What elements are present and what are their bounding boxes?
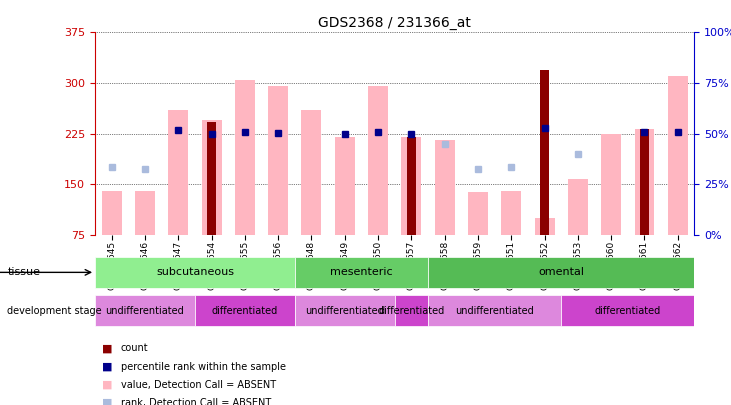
FancyBboxPatch shape <box>195 295 295 326</box>
Text: differentiated: differentiated <box>378 306 444 316</box>
Bar <box>368 86 388 235</box>
Bar <box>102 191 121 235</box>
Text: omental: omental <box>538 267 584 277</box>
Bar <box>301 110 322 235</box>
Title: GDS2368 / 231366_at: GDS2368 / 231366_at <box>318 16 471 30</box>
FancyBboxPatch shape <box>428 295 561 326</box>
FancyBboxPatch shape <box>428 257 694 288</box>
Bar <box>407 137 415 235</box>
Bar <box>534 218 555 235</box>
Text: development stage: development stage <box>7 306 102 316</box>
Text: count: count <box>121 343 148 353</box>
FancyBboxPatch shape <box>95 257 295 288</box>
FancyBboxPatch shape <box>395 295 428 326</box>
FancyBboxPatch shape <box>295 257 428 288</box>
Text: tissue: tissue <box>7 267 40 277</box>
Bar <box>335 137 355 235</box>
Bar <box>501 191 521 235</box>
Bar <box>668 76 688 235</box>
Bar <box>135 191 155 235</box>
Text: ■: ■ <box>102 398 113 405</box>
Text: value, Detection Call = ABSENT: value, Detection Call = ABSENT <box>121 380 276 390</box>
Bar <box>208 122 216 235</box>
Text: percentile rank within the sample: percentile rank within the sample <box>121 362 286 371</box>
Text: mesenteric: mesenteric <box>330 267 393 277</box>
Bar <box>540 70 549 235</box>
Bar <box>235 80 255 235</box>
FancyBboxPatch shape <box>295 295 395 326</box>
Bar <box>640 129 648 235</box>
Bar <box>468 192 488 235</box>
Text: rank, Detection Call = ABSENT: rank, Detection Call = ABSENT <box>121 398 271 405</box>
Text: differentiated: differentiated <box>212 306 278 316</box>
Bar <box>202 120 221 235</box>
Bar <box>268 86 288 235</box>
Bar <box>168 110 189 235</box>
Bar <box>401 137 421 235</box>
Text: undifferentiated: undifferentiated <box>455 306 534 316</box>
Text: ■: ■ <box>102 362 113 371</box>
Bar <box>601 134 621 235</box>
Text: undifferentiated: undifferentiated <box>306 306 385 316</box>
FancyBboxPatch shape <box>561 295 694 326</box>
Bar <box>568 179 588 235</box>
Text: differentiated: differentiated <box>595 306 661 316</box>
Bar <box>435 141 455 235</box>
Text: ■: ■ <box>102 380 113 390</box>
Bar <box>635 129 654 235</box>
Text: ■: ■ <box>102 343 113 353</box>
FancyBboxPatch shape <box>95 295 195 326</box>
Text: undifferentiated: undifferentiated <box>105 306 184 316</box>
Text: subcutaneous: subcutaneous <box>156 267 234 277</box>
